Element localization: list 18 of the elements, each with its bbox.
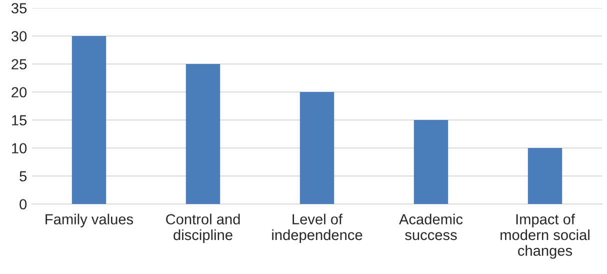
y-tick-label: 10 [12, 143, 27, 154]
y-tick-label: 20 [12, 87, 27, 98]
x-tick-label: Academic success [399, 214, 463, 240]
bar [186, 64, 220, 204]
x-tick-label: Control and discipline [166, 214, 240, 244]
y-tick-label: 30 [11, 31, 27, 42]
bar [300, 92, 334, 204]
bar [414, 120, 448, 204]
x-tick-label: Family values [46, 214, 134, 228]
y-tick-label: 25 [12, 59, 27, 70]
y-tick-label: 0 [20, 199, 27, 210]
x-tick-label: Impact of modern social changes [500, 214, 590, 259]
y-tick-label: 5 [20, 171, 27, 182]
bar [528, 148, 562, 204]
bar [72, 36, 106, 204]
x-tick-label: Level of independence [272, 214, 362, 244]
y-tick-label: 35 [11, 3, 27, 14]
y-tick-label: 15 [12, 115, 27, 126]
